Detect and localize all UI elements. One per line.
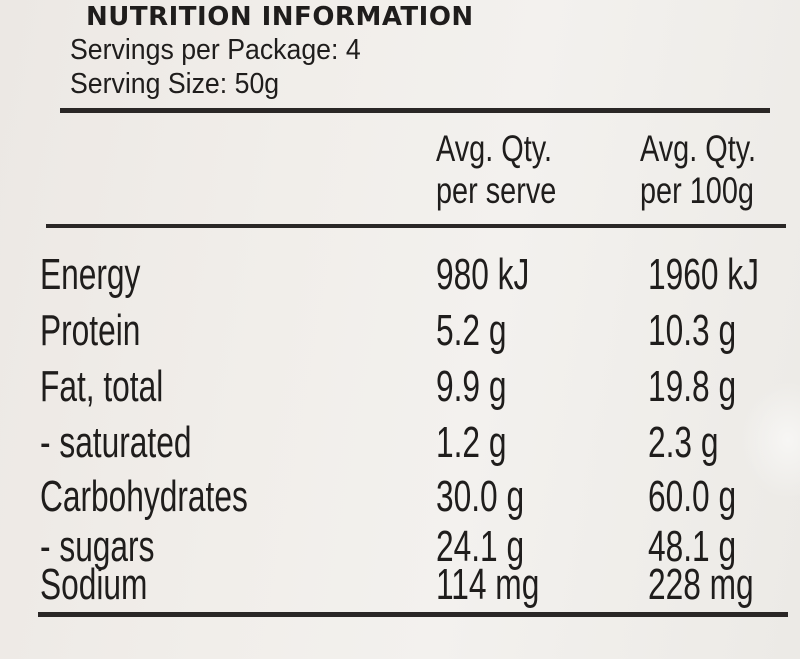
top-divider <box>60 108 770 113</box>
table-row: Energy 980 kJ 1960 kJ <box>0 250 800 306</box>
table-row: Sodium 114 mg 228 mg <box>0 560 800 616</box>
per-100g-value: 60.0 g <box>648 472 737 521</box>
column-header-line: Avg. Qty. <box>436 128 553 169</box>
servings-per-package: Servings per Package: 4 <box>70 34 361 66</box>
per-100g-value: 19.8 g <box>648 362 737 411</box>
table-row: Fat, total 9.9 g 19.8 g <box>0 362 800 418</box>
per-serve-value: 30.0 g <box>436 472 525 521</box>
per-serve-value: 980 kJ <box>436 250 530 299</box>
per-serve-value: 1.2 g <box>436 418 507 467</box>
serving-size: Serving Size: 50g <box>70 68 280 100</box>
light-glare <box>740 380 800 500</box>
table-row: Protein 5.2 g 10.3 g <box>0 306 800 362</box>
per-serve-value: 24.1 g <box>436 522 525 571</box>
panel-title: NUTRITION INFORMATION <box>86 2 474 32</box>
per-100g-value: 48.1 g <box>648 522 737 571</box>
table-row: - saturated 1.2 g 2.3 g <box>0 418 800 474</box>
per-100g-value: 10.3 g <box>648 306 737 355</box>
per-serve-value: 114 mg <box>436 560 540 609</box>
nutrient-name: Energy <box>40 250 141 299</box>
column-header-per-serve: Avg. Qty. per serve <box>436 128 556 212</box>
table-row: Carbohydrates 30.0 g 60.0 g <box>0 472 800 528</box>
header-divider <box>46 224 786 228</box>
per-100g-value: 2.3 g <box>648 418 719 467</box>
column-header-line: per serve <box>436 170 557 211</box>
nutrient-name: - saturated <box>40 418 192 467</box>
per-serve-value: 9.9 g <box>436 362 507 411</box>
per-100g-value: 1960 kJ <box>648 250 759 299</box>
per-serve-value: 5.2 g <box>436 306 507 355</box>
nutrient-name: - sugars <box>40 522 155 571</box>
column-header-per-100g: Avg. Qty. per 100g <box>640 128 756 212</box>
column-header-line: per 100g <box>640 170 754 211</box>
per-100g-value: 228 mg <box>648 560 754 609</box>
table-row: - sugars 24.1 g 48.1 g <box>0 522 800 578</box>
nutrient-name: Fat, total <box>40 362 164 411</box>
column-header-line: Avg. Qty. <box>640 128 757 169</box>
bottom-divider <box>38 612 788 617</box>
nutrient-name: Sodium <box>40 560 148 609</box>
nutrient-name: Carbohydrates <box>40 472 248 521</box>
nutrient-name: Protein <box>40 306 141 355</box>
